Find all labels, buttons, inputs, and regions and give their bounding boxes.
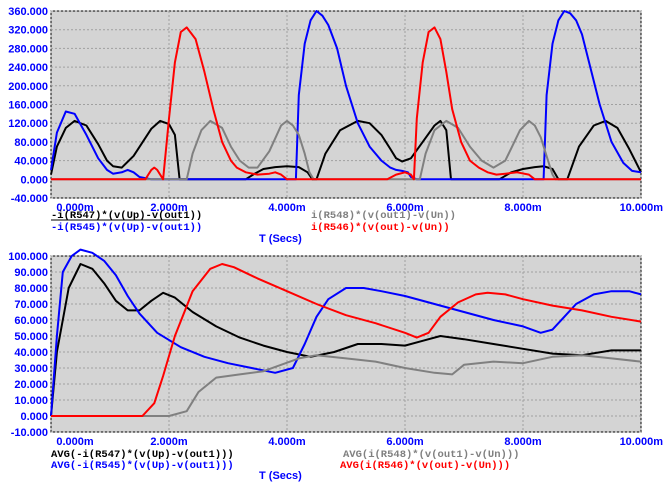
legend-bottom-avg-r545: AVG(-i(R545)*(v(Up)-v(out1))) (51, 460, 234, 472)
legend-bottom-avg-r547: AVG(-i(R547)*(v(Up)-v(out1))) (51, 449, 234, 461)
y-tick-label: 80.000 (14, 283, 48, 295)
y-tick-label: 80.000 (14, 137, 48, 149)
x-tick-label: 0.000m (56, 436, 94, 448)
top-series (50, 10, 642, 181)
x-tick-label: 6.000m (386, 202, 424, 214)
x-tick-label: 2.000m (150, 202, 188, 214)
series-line-1-1 (50, 248, 642, 417)
y-tick-label: 60.000 (14, 315, 48, 327)
legend-top-r545: -i(R545)*(v(Up)-v(out1)) (51, 222, 202, 234)
x-tick-label: 4.000m (268, 436, 306, 448)
bottom-y-axis: -10.000 0.000 10.000 20.000 30.000 40.000 50.0… (8, 251, 48, 439)
y-tick-label: 0.000 (20, 174, 48, 186)
legend-bottom-avg-r546: AVG(i(R546)*(v(out)-v(Un))) (340, 460, 510, 472)
y-tick-label: -10.000 (11, 427, 48, 439)
series-line-0-1 (50, 10, 642, 181)
top-grid (50, 10, 642, 199)
y-tick-label: 30.000 (14, 363, 48, 375)
y-tick-label: 40.000 (14, 156, 48, 168)
bottom-x-axis: 0.000m 2.000m 4.000m 6.000m 8.000m 10.000m (56, 436, 663, 448)
series-line-0-3 (51, 26, 641, 181)
y-tick-label: 50.000 (14, 331, 48, 343)
top-y-axis: -40.000 0.000 40.000 80.000 120.000 160.000 20… (8, 6, 48, 205)
y-tick-label: 320.000 (8, 25, 48, 37)
x-tick-label: 8.000m (504, 436, 542, 448)
x-tick-label: 10.000m (620, 436, 664, 448)
y-tick-label: 0.000 (20, 411, 48, 423)
y-tick-label: 120.000 (8, 118, 48, 130)
bottom-plot-area (50, 255, 642, 433)
top-x-axis: 0.000m 2.000m 4.000m 6.000m 8.000m 10.000m (56, 202, 663, 214)
y-tick-label: 160.000 (8, 100, 48, 112)
y-tick-label: 240.000 (8, 62, 48, 74)
legend-top-r548: i(R548)*(v(out1)-v(Un)) (311, 210, 456, 222)
bottom-series (50, 248, 642, 417)
series-line-1-3 (51, 263, 642, 417)
legend-bottom-avg-r548: AVG(i(R548)*(v(out1)-v(Un))) (343, 449, 519, 461)
x-tick-label: 0.000m (56, 202, 94, 214)
y-tick-label: -40.000 (11, 193, 48, 205)
legend-top-r547: -i(R547)*(v(Up)-v(out1)) (51, 210, 202, 222)
x-tick-label: 6.000m (386, 436, 424, 448)
y-tick-label: 70.000 (14, 299, 48, 311)
x-tick-label: 4.000m (268, 202, 306, 214)
y-tick-label: 10.000 (14, 395, 48, 407)
x-tick-label: 8.000m (504, 202, 542, 214)
y-tick-label: 100.000 (8, 251, 48, 263)
bottom-x-axis-label: T (Secs) (259, 470, 302, 482)
legend-top-r546: i(R546)*(v(out)-v(Un)) (311, 222, 450, 234)
series-line-1-2 (51, 354, 642, 417)
y-tick-label: 90.000 (14, 267, 48, 279)
x-tick-label: 10.000m (620, 202, 664, 214)
series-line-0-0 (50, 119, 642, 181)
y-tick-label: 40.000 (14, 347, 48, 359)
top-x-axis-label: T (Secs) (259, 233, 302, 245)
y-tick-label: 280.000 (8, 43, 48, 55)
bottom-grid (50, 255, 642, 433)
y-tick-label: 360.000 (8, 6, 48, 18)
x-tick-label: 2.000m (150, 436, 188, 448)
y-tick-label: 200.000 (8, 81, 48, 93)
y-tick-label: 20.000 (14, 379, 48, 391)
series-line-1-0 (50, 263, 641, 417)
